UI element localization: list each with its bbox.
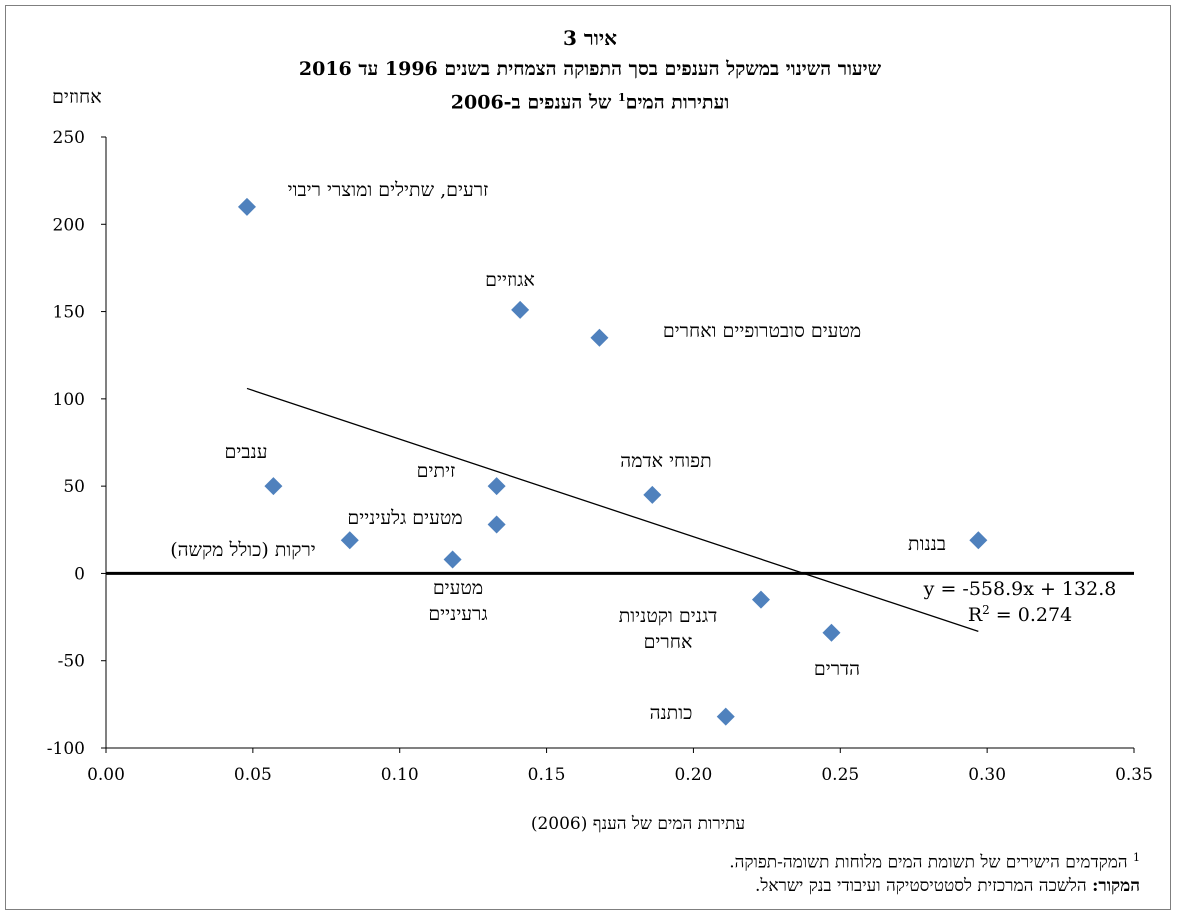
trendline-r2: R2 = 0.274 xyxy=(968,603,1072,626)
data-point xyxy=(487,477,506,496)
point-label: ענבים xyxy=(225,441,268,463)
data-point xyxy=(340,531,359,550)
data-points xyxy=(237,197,988,726)
trendline-group xyxy=(246,387,979,632)
point-labels: זרעים, שתילים ומוצרי ריבוי אגוזיים מטעים ס… xyxy=(170,179,946,724)
x-tick-label: 0.00 xyxy=(87,765,125,785)
data-point xyxy=(590,328,609,347)
y-tick-label: 200 xyxy=(53,215,85,235)
r2-value: = 0.274 xyxy=(990,604,1072,626)
x-tick-label: 0.10 xyxy=(381,765,419,785)
point-label: אחרים xyxy=(644,631,693,653)
y-tick-label: 150 xyxy=(53,303,85,323)
data-point xyxy=(511,300,530,319)
title-line2-post: של הענפים ב-2006 xyxy=(450,91,618,114)
point-label: כותנה xyxy=(650,702,693,724)
footnote-marker: 1 xyxy=(1133,851,1140,864)
footnote-text: המקדמים הישירים של תשומת המים מלוחות תשו… xyxy=(729,852,1133,873)
figure-frame xyxy=(5,5,1171,910)
y-tick-label: 250 xyxy=(53,128,85,148)
footnote-1: 1 המקדמים הישירים של תשומת המים מלוחות ת… xyxy=(729,851,1140,873)
r2-letter: R xyxy=(968,604,983,626)
point-label: הדרים xyxy=(814,658,860,680)
point-label: דגנים וקטניות xyxy=(619,605,718,627)
point-label: אגוזיים xyxy=(485,269,535,291)
x-tick-label: 0.20 xyxy=(674,765,712,785)
point-label: תפוחי אדמה xyxy=(620,450,711,472)
data-point xyxy=(237,197,256,216)
data-point xyxy=(264,477,283,496)
x-tick-label: 0.15 xyxy=(528,765,566,785)
point-label: מטעים גלעיניים xyxy=(347,507,462,529)
y-tick-label: 0 xyxy=(74,564,85,584)
data-point xyxy=(969,531,988,550)
y-tick-label: 50 xyxy=(63,477,85,497)
title-line2-pre: ועתירות המים xyxy=(625,91,730,114)
figure-label: איור 3 xyxy=(563,26,617,50)
y-tick-label: -100 xyxy=(47,739,85,759)
trendline xyxy=(246,387,979,632)
data-point xyxy=(716,707,735,726)
point-label: זרעים, שתילים ומוצרי ריבוי xyxy=(288,179,489,201)
x-tick-label: 0.05 xyxy=(234,765,272,785)
x-tick-label: 0.30 xyxy=(968,765,1006,785)
point-label: מטעים xyxy=(433,577,483,599)
data-point xyxy=(643,485,662,504)
x-tick-label: 0.25 xyxy=(821,765,859,785)
source-label: המקור: xyxy=(1092,876,1140,896)
x-tick-label: 0.35 xyxy=(1115,765,1153,785)
point-label: זיתים xyxy=(417,460,456,482)
r2-exponent: 2 xyxy=(982,603,990,617)
chart-title-line1: שיעור השינוי במשקל הענפים בסך התפוקה הצמ… xyxy=(298,58,882,80)
data-point xyxy=(751,590,770,609)
point-label: גרעיניים xyxy=(428,603,487,625)
data-point xyxy=(443,550,462,569)
data-point xyxy=(487,515,506,534)
y-tick-label: -50 xyxy=(58,652,85,672)
point-label: בננות xyxy=(908,533,946,555)
source-note: המקור: הלשכה המרכזית לסטטיסטיקה ועיבודי … xyxy=(755,876,1140,896)
y-axis-unit-label: אחוזים xyxy=(52,86,102,108)
title-footnote-marker: 1 xyxy=(617,91,626,104)
x-axis-label: עתירות המים של הענף (2006) xyxy=(531,814,745,834)
axes xyxy=(101,136,1135,753)
trendline-equation: y = -558.9x + 132.8 xyxy=(923,578,1117,600)
point-label: מטעים סובטרופיים ואחרים xyxy=(663,320,861,342)
data-point xyxy=(822,623,841,642)
chart-title-line2: ועתירות המים1 של הענפים ב-2006 xyxy=(0,91,1180,114)
point-label: ירקות (כולל מקשה) xyxy=(170,539,316,561)
y-tick-label: 100 xyxy=(53,390,85,410)
source-text: הלשכה המרכזית לסטטיסטיקה ועיבודי בנק ישר… xyxy=(754,876,1093,896)
